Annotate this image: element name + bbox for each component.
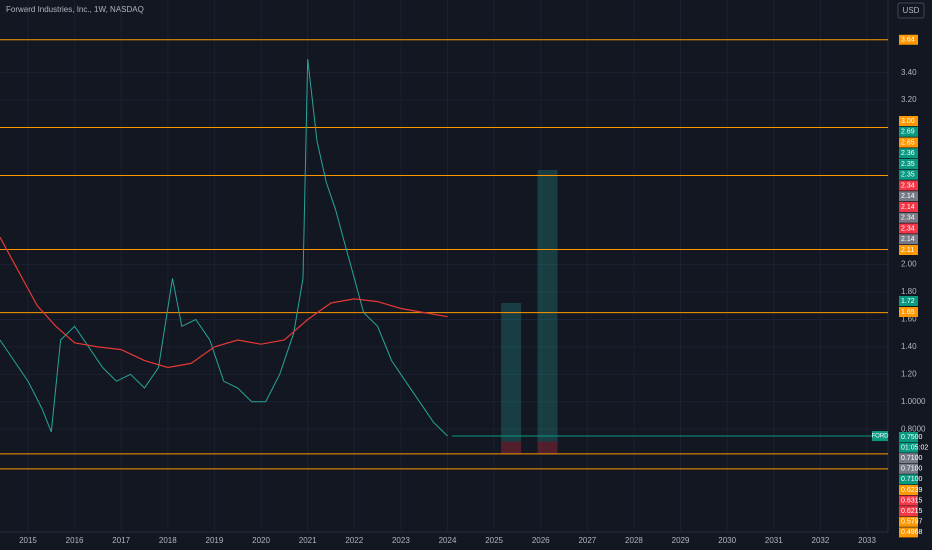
x-tick-label: 2017 [112, 536, 130, 545]
price-tag-bg [899, 432, 918, 442]
x-tick-label: 2020 [252, 536, 270, 545]
price-tag-bg [899, 453, 918, 464]
x-tick-label: 2026 [532, 536, 550, 545]
price-tag-bg [899, 169, 918, 180]
price-tag-bg [899, 307, 918, 317]
y-tick-label: 1.0000 [901, 397, 926, 406]
y-tick-label: 1.80 [901, 287, 917, 296]
x-tick-label: 2021 [299, 536, 317, 545]
x-tick-label: 2023 [392, 536, 410, 545]
price-tag: 2.36 [901, 150, 915, 157]
price-tag: 0.7100 [901, 476, 923, 483]
price-tag: 0.7500 [901, 434, 923, 441]
symbol-tag: FORD [872, 434, 890, 440]
price-tag: 2.34 [901, 225, 915, 232]
price-tag: 2.34 [901, 182, 915, 189]
x-tick-label: 2029 [672, 536, 690, 545]
price-tag-bg [899, 223, 918, 234]
price-tag-bg [899, 126, 918, 137]
price-tag: 2.14 [901, 193, 915, 200]
price-tag: 2.69 [901, 129, 915, 136]
x-tick-label: 2032 [812, 536, 830, 545]
x-tick-label: 2018 [159, 536, 177, 545]
price-tag: 0.7100 [901, 455, 923, 462]
price-tag-bg [899, 191, 918, 202]
price-tag: 2.65 [901, 139, 915, 146]
price-tag: 0.6215 [901, 508, 923, 515]
y-tick-label: 3.20 [901, 95, 917, 104]
price-tag-bg [899, 116, 918, 126]
price-tag: 0.4968 [901, 529, 923, 536]
x-tick-label: 2031 [765, 536, 783, 545]
price-tag-bg [899, 516, 918, 527]
price-tag-bg [899, 202, 918, 212]
x-tick-label: 2015 [19, 536, 37, 545]
price-tag: 2.14 [901, 236, 915, 243]
price-tag: 2.35 [901, 161, 915, 168]
x-tick-label: 2016 [66, 536, 84, 545]
series-line [0, 58, 448, 437]
price-tag: 0.5797 [901, 519, 923, 526]
symbol-tag-bg [872, 431, 888, 442]
x-tick-label: 2030 [718, 536, 736, 545]
price-tag: 3.64 [901, 37, 915, 44]
price-tag-bg [899, 212, 918, 223]
price-tag-bg [899, 495, 918, 506]
price-tag-bg [899, 527, 918, 538]
price-tag-bg [899, 34, 918, 45]
price-tag: 2.34 [901, 215, 915, 222]
price-tag-bg [899, 463, 918, 474]
y-tick-label: 1.60 [901, 315, 917, 324]
y-tick-label: 2.00 [901, 260, 917, 269]
price-tag: 0.7100 [901, 466, 923, 473]
y-tick-label: 0.8000 [901, 424, 926, 433]
price-tag-bg [899, 474, 918, 485]
price-tag: 01:05:02 [901, 444, 928, 451]
x-tick-label: 2022 [345, 536, 363, 545]
price-tag: 0.6239 [901, 487, 923, 494]
x-tick-label: 2024 [439, 536, 457, 545]
stop-zone [501, 441, 522, 454]
price-tag: 1.65 [901, 309, 915, 316]
price-tag: 2.35 [901, 172, 915, 179]
price-tag-bg [899, 180, 918, 191]
price-tag-bg [899, 159, 918, 169]
price-tag: 3.00 [901, 118, 915, 125]
price-tag-bg [899, 137, 918, 148]
currency-label[interactable]: USD [903, 6, 920, 15]
y-tick-label: 3.40 [901, 68, 917, 77]
x-tick-label: 2033 [858, 536, 876, 545]
x-tick-label: 2019 [206, 536, 224, 545]
y-tick-label: 1.20 [901, 369, 917, 378]
target-zone [537, 170, 558, 442]
price-tag: 0.6315 [901, 497, 923, 504]
target-zone [501, 303, 522, 442]
price-tag-bg [899, 485, 918, 495]
y-tick-label: 1.40 [901, 342, 917, 351]
price-tag-bg [899, 506, 918, 517]
currency-button[interactable] [897, 2, 925, 19]
price-tag-bg [899, 148, 918, 159]
stop-zone [537, 441, 558, 454]
x-tick-label: 2025 [485, 536, 503, 545]
price-tag-bg [899, 245, 918, 255]
x-tick-label: 2028 [625, 536, 643, 545]
price-tag: 2.14 [901, 204, 915, 211]
price-tag: 1.72 [901, 298, 915, 305]
price-tag-bg [899, 442, 918, 453]
series-line [0, 236, 448, 369]
price-tag: 2.11 [901, 247, 914, 254]
price-tag-bg [899, 234, 918, 245]
price-tag-bg [899, 296, 918, 306]
x-tick-label: 2027 [578, 536, 596, 545]
